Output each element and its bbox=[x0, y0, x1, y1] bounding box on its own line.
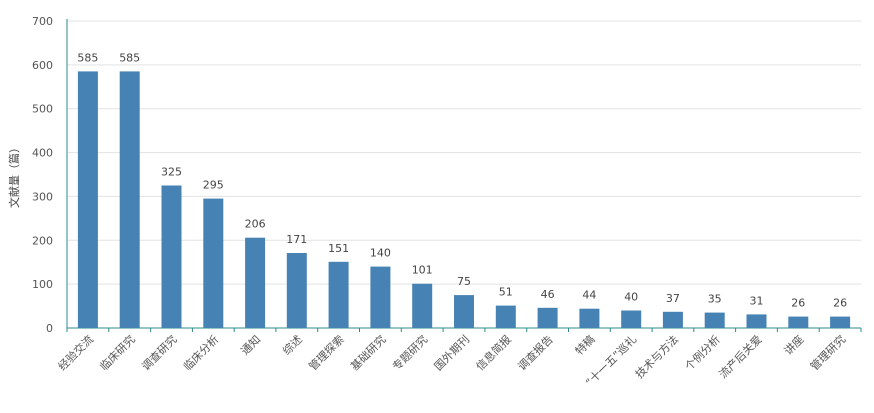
y-tick-label: 700 bbox=[32, 15, 53, 28]
bar-layer bbox=[77, 71, 851, 329]
data-label: 37 bbox=[666, 292, 680, 305]
x-tick-label: 调查报告 bbox=[515, 332, 556, 373]
data-label: 206 bbox=[245, 218, 266, 231]
data-label: 40 bbox=[624, 291, 638, 304]
bar bbox=[119, 71, 140, 329]
x-tick-label: 综述 bbox=[279, 332, 304, 357]
x-tick-label: 技术与方法 bbox=[632, 332, 681, 381]
data-label: 44 bbox=[582, 289, 596, 302]
bar bbox=[579, 308, 600, 328]
bar bbox=[161, 185, 182, 328]
y-tick-label: 600 bbox=[32, 59, 53, 72]
data-label: 151 bbox=[328, 242, 349, 255]
x-tick-label: 特稿 bbox=[572, 332, 597, 357]
data-label: 140 bbox=[370, 247, 391, 260]
bar bbox=[370, 266, 391, 328]
data-label: 101 bbox=[412, 264, 433, 277]
x-tick-label: 管理研究 bbox=[807, 332, 848, 373]
data-label: 26 bbox=[833, 297, 847, 310]
x-tick-label: 讲座 bbox=[781, 332, 806, 357]
y-tick-label: 200 bbox=[32, 234, 53, 247]
bar bbox=[495, 305, 516, 328]
y-tick-label: 300 bbox=[32, 190, 53, 203]
data-label: 295 bbox=[203, 179, 224, 192]
bar bbox=[662, 311, 683, 328]
bar bbox=[245, 237, 266, 328]
data-label: 585 bbox=[119, 51, 140, 64]
x-tick-label: 信息简报 bbox=[473, 332, 514, 373]
bar bbox=[328, 261, 349, 328]
x-tick-label: 国外期刊 bbox=[432, 333, 472, 373]
bar bbox=[621, 310, 642, 328]
data-label: 51 bbox=[499, 286, 513, 299]
y-tick-label: 0 bbox=[46, 322, 53, 335]
data-label: 171 bbox=[286, 233, 307, 246]
bar bbox=[830, 316, 851, 328]
axis-layer: 0 100 200 300 400 500 600 700 bbox=[32, 15, 862, 335]
x-tick-label: 基础研究 bbox=[348, 332, 389, 373]
x-tick-label: 临床研究 bbox=[97, 332, 138, 373]
bar bbox=[537, 307, 558, 328]
x-tick-label: 专题研究 bbox=[389, 332, 430, 373]
bar bbox=[412, 283, 433, 328]
y-tick-label: 500 bbox=[32, 103, 53, 116]
bar bbox=[788, 316, 809, 328]
x-tick-label: 个例分析 bbox=[682, 332, 723, 373]
y-axis-title: 文献量（篇） bbox=[7, 142, 21, 208]
bar bbox=[746, 314, 767, 328]
data-label: 31 bbox=[750, 294, 764, 307]
x-tick-label: 调查研究 bbox=[139, 332, 180, 373]
data-label: 325 bbox=[161, 166, 182, 179]
data-label: 46 bbox=[541, 288, 555, 301]
x-tick-label: 通知 bbox=[238, 332, 263, 357]
data-label: 585 bbox=[77, 51, 98, 64]
data-label: 26 bbox=[791, 297, 805, 310]
grid-layer bbox=[67, 20, 861, 285]
bar bbox=[203, 198, 224, 328]
bar bbox=[454, 295, 474, 328]
x-tick-label: 经验交流 bbox=[55, 332, 96, 373]
y-tick-label: 100 bbox=[32, 278, 53, 291]
x-tick-label: 流产后关爱 bbox=[716, 332, 765, 381]
x-tick-label: 管理探索 bbox=[306, 332, 347, 373]
bar bbox=[77, 71, 98, 329]
y-tick-label: 400 bbox=[32, 147, 53, 160]
x-tick-label: 临床分析 bbox=[180, 332, 221, 373]
data-label: 35 bbox=[708, 293, 722, 306]
data-label: 75 bbox=[457, 275, 471, 288]
bar bbox=[704, 312, 725, 328]
bar bbox=[286, 253, 307, 328]
